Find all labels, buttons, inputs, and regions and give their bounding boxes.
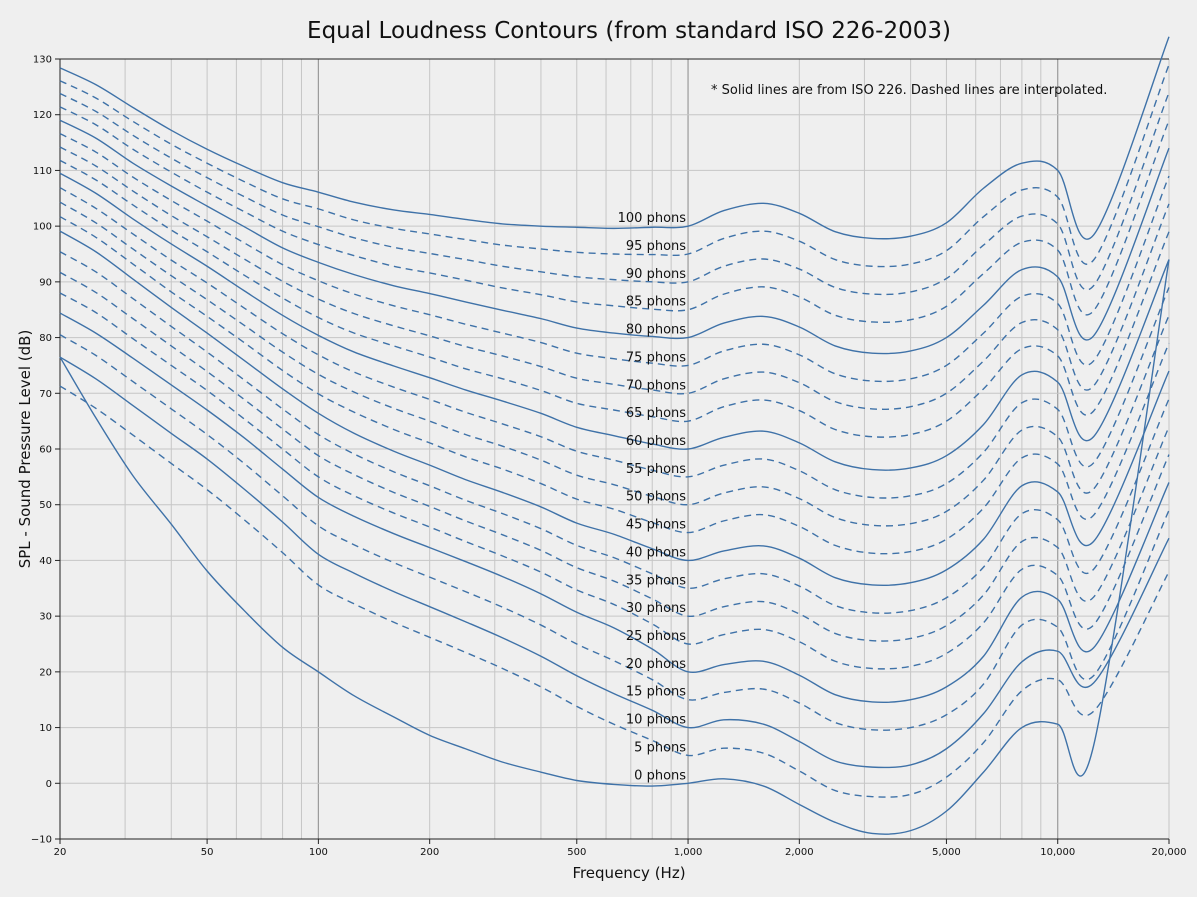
x-tick-label: 5,000 — [932, 847, 961, 858]
y-tick-label: 0 — [46, 779, 52, 790]
phon-labels: 100 phons 95 phons 90 phons 85 phons 80 phon… — [618, 211, 687, 783]
phon-label-30-phons: 30 phons — [626, 601, 686, 616]
y-tick-label: 10 — [39, 723, 52, 734]
phon-label-80-phons: 80 phons — [626, 323, 686, 338]
phon-label-0-phons: 0 phons — [634, 768, 686, 783]
curve-0-phons — [59, 259, 1170, 835]
curve-55-phons — [59, 187, 1170, 499]
x-tick-label: 100 — [309, 847, 328, 858]
curve-10-phons — [59, 356, 1170, 769]
chart-title: Equal Loudness Contours (from standard I… — [307, 18, 951, 44]
curve-90-phons — [59, 92, 1170, 296]
phon-label-40-phons: 40 phons — [626, 545, 686, 560]
curve-15-phons — [59, 334, 1170, 731]
y-tick-label: 80 — [39, 333, 52, 344]
phon-label-65-phons: 65 phons — [626, 406, 686, 421]
curve-75-phons — [59, 133, 1170, 383]
curve-65-phons — [59, 159, 1170, 438]
curve-5-phons — [59, 385, 1170, 798]
y-tick-label: 60 — [39, 445, 52, 456]
phon-label-10-phons: 10 phons — [626, 713, 686, 728]
y-tick-label: 120 — [33, 110, 52, 121]
curve-100-phons — [59, 36, 1170, 240]
y-tick-label: 90 — [39, 277, 52, 288]
x-tick-label: 500 — [567, 847, 586, 858]
x-tick-label: 1,000 — [674, 847, 703, 858]
y-tick-label: 110 — [33, 166, 52, 177]
phon-label-100-phons: 100 phons — [618, 211, 687, 226]
axes: 20 50 100 200 500 1,000 2,000 5,000 10,000 20,000… — [31, 55, 1187, 859]
x-axis-title: Frequency (Hz) — [572, 864, 685, 882]
chart-note: * Solid lines are from ISO 226. Dashed l… — [711, 83, 1107, 98]
y-tick-label: 130 — [33, 55, 52, 66]
x-tick-label: 10,000 — [1040, 847, 1075, 858]
phon-label-85-phons: 85 phons — [626, 295, 686, 310]
curve-95-phons — [59, 64, 1170, 268]
y-tick-label: 50 — [39, 500, 52, 511]
phon-label-90-phons: 90 phons — [626, 267, 686, 282]
y-tick-label: 30 — [39, 612, 52, 623]
phon-label-70-phons: 70 phons — [626, 378, 686, 393]
curve-40-phons — [59, 230, 1170, 586]
curve-85-phons — [59, 106, 1170, 323]
phon-label-35-phons: 35 phons — [626, 573, 686, 588]
curve-30-phons — [59, 271, 1170, 642]
y-tick-label: −10 — [31, 835, 52, 846]
curve-60-phons — [59, 172, 1170, 471]
curve-45-phons — [59, 216, 1170, 555]
phon-label-25-phons: 25 phons — [626, 629, 686, 644]
x-tick-label: 200 — [420, 847, 439, 858]
curve-80-phons — [59, 119, 1170, 355]
phon-label-45-phons: 45 phons — [626, 518, 686, 533]
phon-label-75-phons: 75 phons — [626, 350, 686, 365]
phon-label-5-phons: 5 phons — [634, 740, 686, 755]
phon-label-50-phons: 50 phons — [626, 490, 686, 505]
curves — [59, 36, 1170, 835]
phon-label-20-phons: 20 phons — [626, 657, 686, 672]
curve-50-phons — [59, 201, 1170, 527]
y-axis-title: SPL - Sound Pressure Level (dB) — [16, 330, 34, 569]
x-tick-label: 2,000 — [785, 847, 814, 858]
curve-25-phons — [59, 292, 1170, 670]
phon-label-60-phons: 60 phons — [626, 434, 686, 449]
phon-label-95-phons: 95 phons — [626, 239, 686, 254]
y-tick-label: 40 — [39, 556, 52, 567]
phon-label-55-phons: 55 phons — [626, 462, 686, 477]
x-tick-label: 20 — [54, 847, 67, 858]
curve-20-phons — [59, 312, 1170, 703]
y-tick-label: 70 — [39, 389, 52, 400]
y-tick-label: 100 — [33, 222, 52, 233]
grid — [59, 58, 1170, 840]
x-tick-label: 20,000 — [1152, 847, 1187, 858]
y-tick-label: 20 — [39, 667, 52, 678]
x-tick-label: 50 — [201, 847, 214, 858]
curve-35-phons — [59, 251, 1170, 614]
phon-label-15-phons: 15 phons — [626, 685, 686, 700]
